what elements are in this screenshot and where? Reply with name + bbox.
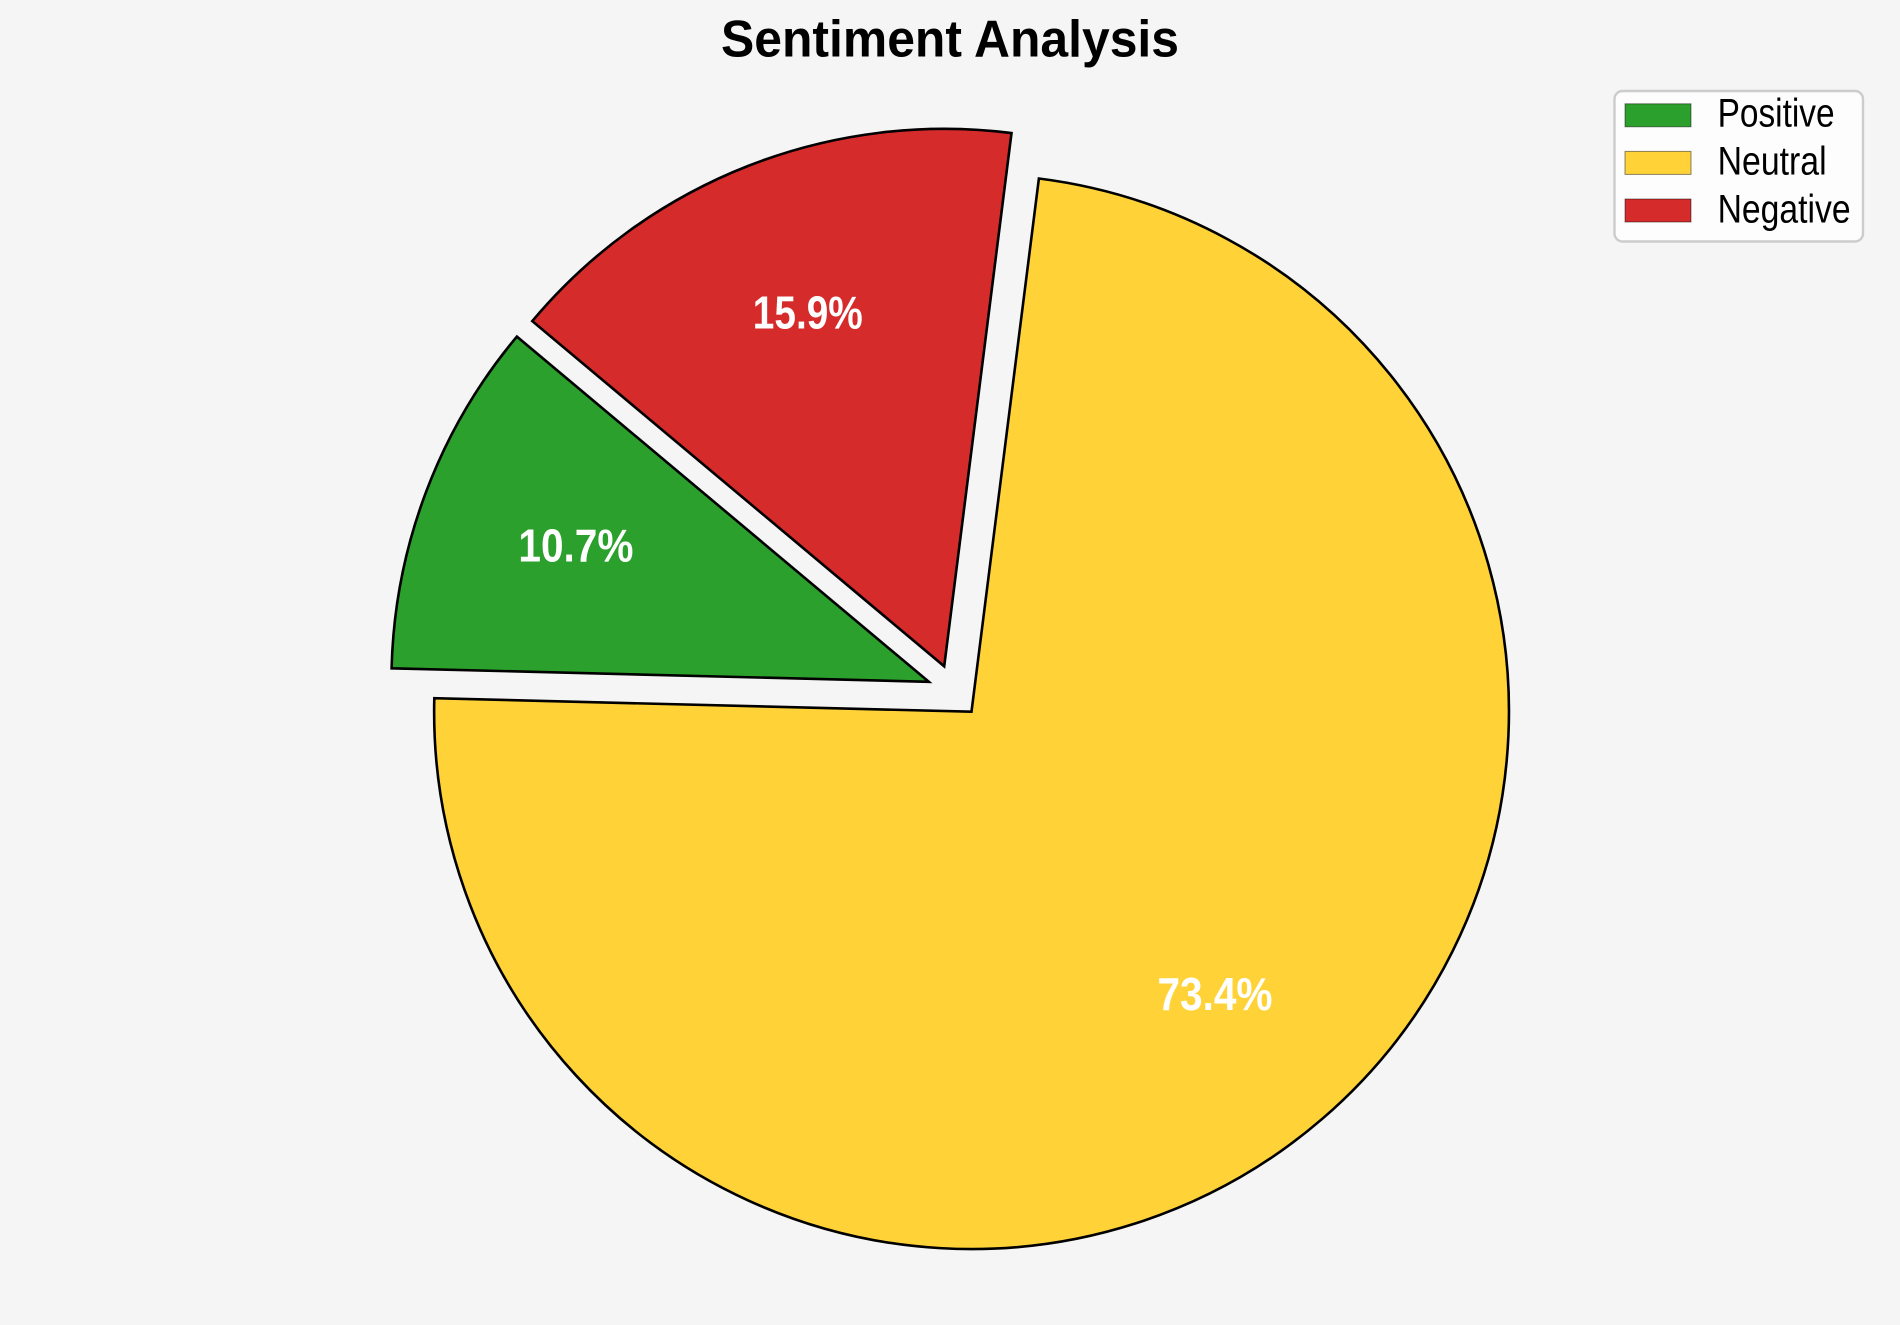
svg-text:15.9%: 15.9% <box>753 287 863 339</box>
svg-text:Positive: Positive <box>1718 92 1835 136</box>
svg-text:10.7%: 10.7% <box>518 519 633 571</box>
svg-text:73.4%: 73.4% <box>1158 968 1273 1020</box>
svg-text:Negative: Negative <box>1718 188 1851 232</box>
svg-text:Sentiment Analysis: Sentiment Analysis <box>721 11 1179 69</box>
svg-text:Neutral: Neutral <box>1718 140 1827 184</box>
